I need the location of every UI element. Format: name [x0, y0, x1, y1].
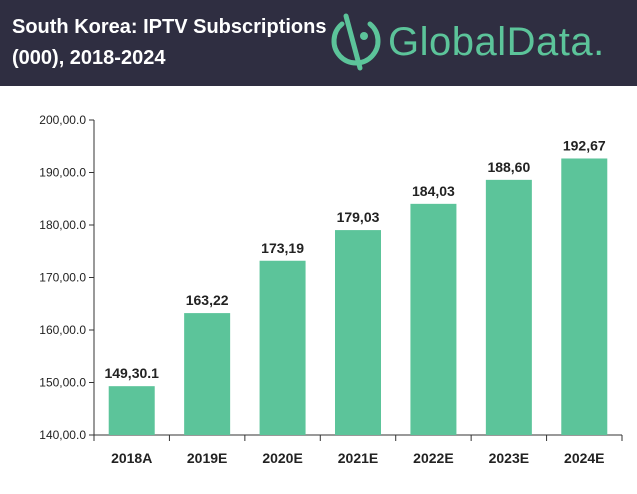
y-tick-label: 200,00.0: [39, 113, 86, 127]
data-label: 192,67: [563, 137, 606, 153]
bar-chart: 140,00.0 150,00.0 160,00.0 170,00.0 180,00.0…: [39, 113, 623, 466]
x-tick-label: 2022E: [413, 450, 453, 466]
title-line-1: South Korea: IPTV Subscriptions: [12, 16, 327, 38]
data-label: 149,30.1: [104, 365, 159, 381]
x-tick-label: 2019E: [187, 450, 227, 466]
x-axis: 2018A 2019E 2020E 2021E 2022E 2023E 2024E: [93, 434, 623, 466]
data-label: 184,03: [412, 183, 455, 199]
title-line-2: (000), 2018-2024: [12, 47, 166, 69]
y-tick-label: 170,00.0: [39, 271, 86, 285]
x-tick-label: 2024E: [564, 450, 604, 466]
x-tick-label: 2021E: [338, 450, 378, 466]
y-tick-label: 150,00.0: [39, 376, 86, 390]
brand-logo: GlobalData.: [330, 8, 630, 78]
data-label: 173,19: [261, 240, 304, 256]
bar: [410, 203, 457, 435]
x-tick-label: 2023E: [489, 450, 529, 466]
x-tick-label: 2020E: [262, 450, 302, 466]
y-tick-label: 140,00.0: [39, 428, 86, 442]
y-tick-label: 180,00.0: [39, 218, 86, 232]
bar: [259, 260, 306, 435]
bar: [561, 158, 608, 436]
bar: [335, 230, 381, 435]
bar: [184, 313, 231, 435]
y-tick-label: 190,00.0: [39, 166, 86, 180]
value-labels: 149,30.1 163,22 173,19 179,03 184,03 188,60 19…: [104, 137, 605, 381]
data-label: 188,60: [487, 159, 530, 175]
data-label: 163,22: [186, 292, 229, 308]
bars: [108, 158, 608, 436]
x-tick-label: 2018A: [111, 450, 152, 466]
chart-title: South Korea: IPTV Subscriptions (000), 2…: [12, 12, 332, 74]
bar: [108, 386, 155, 435]
globaldata-logo-icon: [331, 13, 381, 71]
bar: [485, 179, 532, 435]
y-tick-label: 160,00.0: [39, 323, 86, 337]
header-banner: South Korea: IPTV Subscriptions (000), 2…: [0, 0, 637, 86]
data-label: 179,03: [337, 209, 380, 225]
brand-name: GlobalData.: [388, 20, 605, 64]
y-axis: 140,00.0 150,00.0 160,00.0 170,00.0 180,00.0…: [39, 113, 95, 442]
